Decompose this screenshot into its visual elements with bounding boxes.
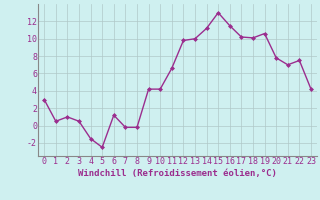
X-axis label: Windchill (Refroidissement éolien,°C): Windchill (Refroidissement éolien,°C) [78, 169, 277, 178]
